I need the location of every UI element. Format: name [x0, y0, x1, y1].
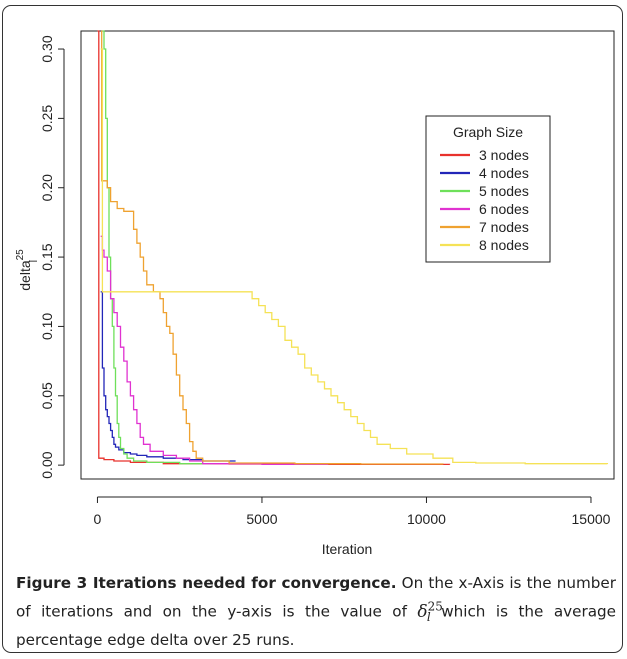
- y-tick-label: 0.30: [39, 35, 55, 62]
- legend-label: 6 nodes: [479, 201, 529, 217]
- series-line-4-nodes: [100, 291, 236, 462]
- delta-sub: l: [426, 610, 431, 625]
- figure-frame: [2, 5, 623, 653]
- legend-label: 8 nodes: [479, 237, 529, 253]
- y-axis-label-sup: 25: [15, 249, 26, 261]
- x-tick-label: 5000: [246, 511, 277, 527]
- delta-symbol: δ25l: [417, 599, 443, 625]
- x-tick-label: 10000: [407, 511, 446, 527]
- x-tick-label: 15000: [572, 511, 611, 527]
- delta-sup: 25: [427, 599, 443, 613]
- series-line-8-nodes: [100, 48, 609, 465]
- legend-label: 4 nodes: [479, 165, 529, 181]
- caption-text-1: On the x-Axis is the number of iteration…: [16, 574, 617, 621]
- series-line-7-nodes: [101, 30, 444, 465]
- y-tick-label: 0.00: [39, 451, 55, 478]
- delta-char: δ: [417, 601, 428, 622]
- legend: Graph Size 3 nodes 4 nodes 5 nodes 6 nodes 7…: [425, 115, 551, 263]
- legend-label: 5 nodes: [479, 183, 529, 199]
- legend-label: 3 nodes: [479, 147, 529, 163]
- legend-box: [425, 115, 551, 263]
- x-axis: 0 5000 10000 15000: [94, 496, 611, 527]
- y-axis-label-sub: l: [29, 260, 40, 262]
- chart: 0 5000 10000 15000 0.00 0.05 0.10 0.15 0.20 0.25…: [15, 30, 615, 557]
- y-tick-label: 0.05: [39, 382, 55, 409]
- y-axis-label-main: delta: [17, 260, 33, 291]
- legend-title: Graph Size: [453, 124, 523, 140]
- series-line-5-nodes: [102, 30, 214, 465]
- x-tick-label: 0: [94, 511, 102, 527]
- y-tick-label: 0.10: [39, 313, 55, 340]
- y-tick-label: 0.20: [39, 174, 55, 201]
- series-line-6-nodes: [100, 235, 329, 466]
- y-tick-label: 0.15: [39, 243, 55, 270]
- caption-title: Figure 3 Iterations needed for convergen…: [16, 574, 397, 592]
- plot-area: [80, 30, 615, 480]
- x-axis-label: Iteration: [322, 541, 373, 557]
- caption-text-2: which is the average percentage edge del…: [16, 602, 616, 650]
- y-tick-label: 0.25: [39, 105, 55, 132]
- y-axis: 0.00 0.05 0.10 0.15 0.20 0.25 0.30: [39, 35, 65, 479]
- figure-caption: Figure 3 Iterations needed for convergen…: [16, 572, 616, 652]
- y-axis-label: delta25l: [15, 249, 40, 291]
- series-layer: [97, 30, 609, 466]
- legend-items: 3 nodes 4 nodes 5 nodes 6 nodes 7 nodes 8 nod…: [440, 147, 529, 253]
- legend-label: 7 nodes: [479, 219, 529, 235]
- series-line-3-nodes: [97, 30, 451, 466]
